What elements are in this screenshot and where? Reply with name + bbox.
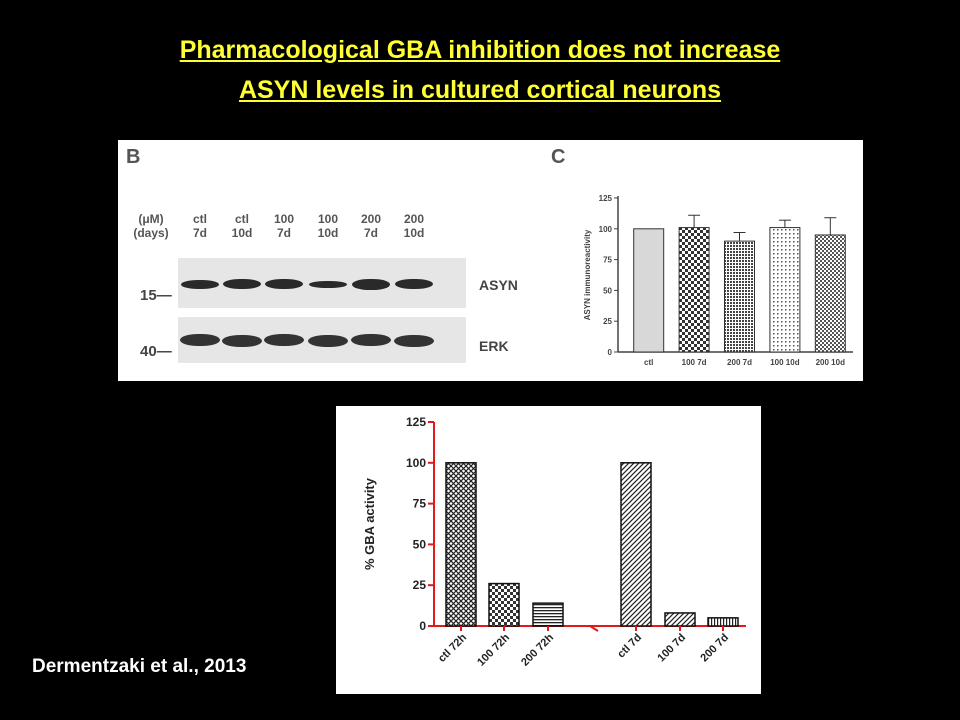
asyn-band <box>223 279 261 289</box>
bar <box>814 234 846 353</box>
lane-dose: ctl <box>192 212 207 226</box>
y-tick-label: 25 <box>413 578 427 592</box>
lane-days: 10d <box>403 226 425 240</box>
x-tick-label: 100 7d <box>682 358 707 367</box>
bar <box>664 612 696 627</box>
bar <box>445 462 477 627</box>
bar <box>532 602 564 627</box>
bar <box>678 227 710 353</box>
y-tick-label: 0 <box>608 348 613 357</box>
lane-label: 100 10d <box>308 212 348 240</box>
blot-unit-dose: (μM) <box>138 212 164 226</box>
lane-label: 200 10d <box>394 212 434 240</box>
x-tick-label: 200 72h <box>519 631 556 668</box>
x-tick-label: 100 10d <box>770 358 799 367</box>
erk-band <box>222 335 262 347</box>
lane-dose: 200 <box>403 212 425 226</box>
lane-label: 200 7d <box>351 212 391 240</box>
erk-band <box>180 334 220 346</box>
x-tick-label: 100 72h <box>475 631 512 668</box>
x-tick-label: 200 7d <box>698 632 731 665</box>
y-tick-label: 50 <box>413 537 427 551</box>
y-tick-label: 125 <box>599 194 613 203</box>
panel-label-b: B <box>126 146 141 168</box>
gba-activity-bar-chart: 0 25 50 75 100 125 % GBA activity ctl 72h 100 72… <box>362 415 746 669</box>
lane-dose: ctl <box>234 212 249 226</box>
asyn-bar-chart: 0 25 50 75 100 125 ASYN immunoreactivity ctl 100… <box>583 194 853 367</box>
row-label-asyn: ASYN <box>479 277 518 293</box>
blot-unit-days: (days) <box>133 226 169 240</box>
marker-40-value: 40 <box>140 343 157 360</box>
y-tick-label: 75 <box>413 497 427 511</box>
x-tick-label: ctl 72h <box>436 631 469 664</box>
erk-band <box>351 334 391 346</box>
figure-panel-top: B (μM) (days) ctl 7d ctl 10d 100 7d 100 10d 200 7… <box>118 140 863 381</box>
bar <box>488 582 520 627</box>
lane-label: ctl 10d <box>222 212 262 240</box>
figure-panel-bottom: 0 25 50 75 100 125 % GBA activity ctl 72h 100 72… <box>336 406 761 694</box>
lane-dose: 200 <box>360 212 382 226</box>
erk-band <box>394 335 434 347</box>
bar <box>633 228 665 353</box>
asyn-band <box>395 279 433 289</box>
y-tick-label: 100 <box>406 456 426 470</box>
y-tick-label: 50 <box>603 286 612 295</box>
erk-band <box>308 335 348 347</box>
asyn-band <box>265 279 303 289</box>
x-tick-label: ctl <box>644 358 653 367</box>
lane-days: 10d <box>317 226 339 240</box>
axis-break <box>589 625 599 632</box>
erk-band <box>264 334 304 346</box>
x-tick-label: 100 7d <box>655 632 688 665</box>
asyn-band <box>352 278 390 290</box>
asyn-band <box>181 279 219 289</box>
bar <box>724 240 755 353</box>
citation: Dermentzaki et al., 2013 <box>32 656 247 677</box>
lane-days: 7d <box>192 226 207 240</box>
slide-title-line-1: Pharmacological GBA inhibition does not … <box>179 36 781 64</box>
blot-unit-label: (μM) (days) <box>126 212 176 240</box>
asyn-band <box>309 280 347 288</box>
lane-days: 7d <box>276 226 291 240</box>
lane-label: 100 7d <box>264 212 304 240</box>
marker-40: 40— <box>140 343 172 360</box>
lane-days: 10d <box>231 226 253 240</box>
bar <box>707 617 739 627</box>
bar <box>620 462 652 627</box>
marker-15: 15— <box>140 287 172 304</box>
marker-15-value: 15 <box>140 287 157 304</box>
y-tick-label: 0 <box>419 619 426 633</box>
y-axis-label: % GBA activity <box>362 477 377 570</box>
y-tick-label: 75 <box>603 256 612 265</box>
lane-dose: 100 <box>273 212 295 226</box>
lane-days: 7d <box>363 226 378 240</box>
y-tick-label: 100 <box>599 225 613 234</box>
panel-label-c: C <box>551 146 566 168</box>
slide-title-line-2: ASYN levels in cultured cortical neurons <box>238 76 722 104</box>
bar <box>769 227 801 353</box>
row-label-erk: ERK <box>479 338 509 354</box>
x-tick-label: 200 10d <box>816 358 845 367</box>
y-tick-label: 25 <box>603 317 612 326</box>
x-tick-label: ctl 7d <box>615 632 644 661</box>
lane-label: ctl 7d <box>180 212 220 240</box>
x-tick-label: 200 7d <box>727 358 752 367</box>
y-tick-label: 125 <box>406 415 426 429</box>
y-axis-label: ASYN immunoreactivity <box>583 229 592 320</box>
lane-dose: 100 <box>317 212 339 226</box>
